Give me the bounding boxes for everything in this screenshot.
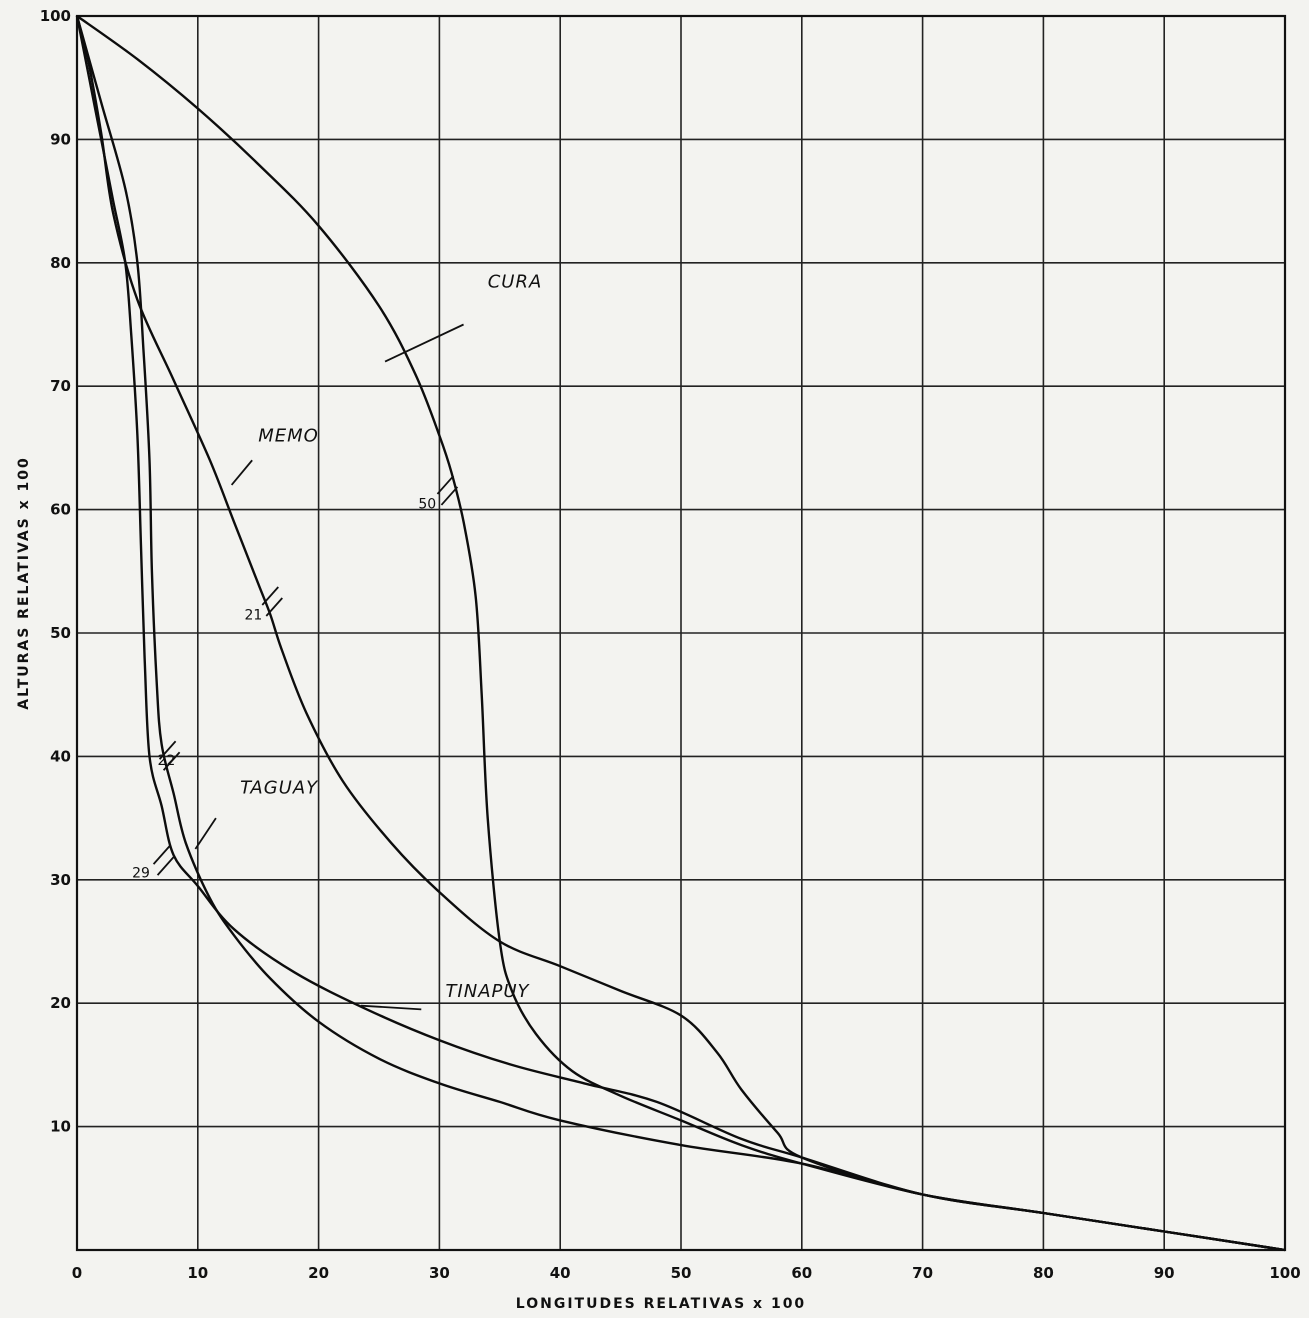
series-label-cura: CURA [488, 271, 543, 292]
x-tick-label: 20 [308, 1264, 329, 1282]
x-tick-label: 60 [791, 1264, 812, 1282]
series-label-tinapuy: TINAPUY [445, 981, 530, 1002]
pointer-tinapuy [360, 1004, 422, 1011]
plot-border [75, 14, 1287, 1252]
y-tick-label: 60 [50, 501, 71, 519]
series-labels: CURA MEMO TAGUAY TINAPUY [194, 271, 543, 1011]
x-tick-label: 70 [912, 1264, 933, 1282]
break-mark [440, 486, 459, 506]
x-tick-label: 90 [1154, 1264, 1175, 1282]
break-mark [152, 845, 171, 865]
x-tick-label: 50 [671, 1264, 692, 1282]
y-tick-label: 70 [50, 377, 71, 395]
break-mark [261, 586, 279, 606]
x-tick-label: 10 [187, 1264, 208, 1282]
x-tick-label: 30 [429, 1264, 450, 1282]
break-mark [436, 475, 455, 495]
series-label-memo: MEMO [258, 426, 319, 447]
series-line-taguay [75, 15, 1286, 1252]
y-tick-label: 80 [50, 254, 71, 272]
annotation-label: 29 [132, 865, 150, 881]
series-label-taguay: TAGUAY [240, 777, 319, 798]
grid [77, 16, 1285, 1250]
annotations: 50 21 22 29 [132, 475, 459, 881]
x-tick-label: 100 [1269, 1264, 1300, 1282]
x-tick-label: 80 [1033, 1264, 1054, 1282]
y-tick-labels: 10 20 30 40 50 60 70 80 90 100 [40, 7, 71, 1136]
y-tick-label: 90 [50, 130, 71, 148]
pointer-cura [384, 323, 464, 363]
x-tick-label: 40 [550, 1264, 571, 1282]
x-tick-label: 0 [72, 1264, 82, 1282]
break-mark [156, 856, 175, 876]
y-tick-label: 20 [50, 994, 71, 1012]
y-axis-label: ALTURAS RELATIVAS x 100 [16, 456, 32, 710]
plot-frame [75, 14, 1287, 1252]
pointer-taguay [194, 817, 217, 850]
series-line-tinapuy [75, 15, 1286, 1252]
y-tick-label: 50 [50, 624, 71, 642]
annotation-label: 21 [244, 607, 262, 623]
y-tick-label: 100 [40, 7, 71, 25]
break-mark [265, 597, 283, 617]
x-axis-label: LONGITUDES RELATIVAS x 100 [516, 1296, 806, 1312]
break-mark [162, 751, 181, 771]
y-tick-label: 30 [50, 871, 71, 889]
annotation-label: 50 [418, 496, 436, 512]
series-lines [75, 15, 1286, 1252]
pointer-memo [230, 459, 253, 486]
break-mark [158, 740, 177, 760]
annotation-label: 22 [157, 753, 175, 769]
y-tick-label: 10 [50, 1118, 71, 1136]
y-tick-label: 40 [50, 747, 71, 765]
x-tick-labels: 0 10 20 30 40 50 60 70 80 90 100 [72, 1264, 1301, 1282]
